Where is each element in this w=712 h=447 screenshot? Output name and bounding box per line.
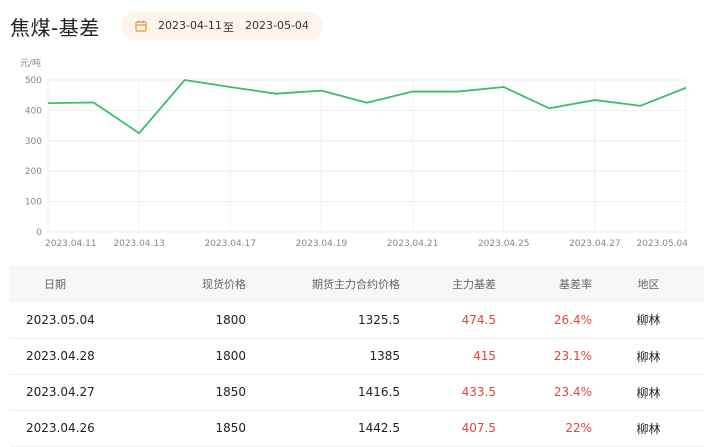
cell-futures-price: 1416.5 <box>358 385 400 399</box>
col-basis-rate: 基差率 <box>559 278 592 291</box>
cell-futures-price: 1385 <box>369 349 400 363</box>
cell-region: 柳林 <box>636 349 661 364</box>
cell-futures-price: 1325.5 <box>358 312 400 327</box>
col-region: 地区 <box>637 278 660 291</box>
cell-spot-price: 1800 <box>215 312 246 327</box>
y-tick-label: 0 <box>36 228 42 238</box>
cell-basis: 407.5 <box>461 421 496 435</box>
cell-basis-rate: 22% <box>565 421 592 435</box>
table-row: 2023.04.27 1850 1416.5 433.5 23.4% 柳林 <box>10 374 704 410</box>
cell-date: 2023.04.26 <box>26 421 95 435</box>
cell-date: 2023.04.27 <box>26 385 95 399</box>
cell-futures-price: 1442.5 <box>358 421 400 435</box>
x-tick-label: 2023.04.13 <box>113 239 165 249</box>
cell-region: 柳林 <box>636 385 661 400</box>
table-row: 2023.05.04 1800 1325.5 474.5 26.4% 柳林 <box>10 302 704 338</box>
x-tick-label: 2023.04.25 <box>478 239 530 249</box>
calendar-icon <box>135 20 147 32</box>
cell-spot-price: 1850 <box>215 421 246 435</box>
cell-region: 柳林 <box>636 313 661 328</box>
cell-spot-price: 1850 <box>215 385 246 399</box>
date-range-picker[interactable]: 2023-04-11 至 2023-05-04 <box>121 12 323 40</box>
x-tick-label: 2023.04.17 <box>205 239 257 249</box>
cell-date: 2023.04.28 <box>26 349 95 363</box>
cell-date: 2023.05.04 <box>26 312 95 327</box>
col-futures-price: 期货主力合约价格 <box>312 278 400 291</box>
y-tick-label: 200 <box>25 167 42 177</box>
cell-basis-rate: 26.4% <box>553 312 592 327</box>
x-tick-label: 2023.04.27 <box>569 239 621 249</box>
cell-basis-rate: 23.4% <box>553 385 592 399</box>
basis-table: 日期 现货价格 期货主力合约价格 主力基差 基差率 地区 2023.05.04 … <box>10 266 704 447</box>
col-basis: 主力基差 <box>452 278 496 291</box>
x-tick-label: 2023.04.21 <box>387 239 439 249</box>
date-separator: 至 <box>223 21 234 34</box>
cell-basis: 474.5 <box>461 312 496 327</box>
y-tick-label: 100 <box>25 198 42 208</box>
x-tick-label: 2023.05.04 <box>636 239 688 249</box>
cell-basis: 415 <box>473 349 496 363</box>
col-date: 日期 <box>44 278 66 291</box>
end-date[interactable]: 2023-05-04 <box>245 19 309 32</box>
basis-line-chart: 元/吨 0 100 200 300 400 500 2023.04.11 2023.04.13 2… <box>20 57 688 249</box>
y-tick-label: 300 <box>25 137 42 147</box>
x-tick-label: 2023.04.19 <box>296 239 348 249</box>
y-tick-label: 400 <box>25 106 42 116</box>
page-title: 焦煤-基差 <box>10 16 100 40</box>
cell-basis: 433.5 <box>461 385 496 399</box>
basis-series-line <box>47 79 687 135</box>
y-axis-unit-label: 元/吨 <box>20 57 41 69</box>
cell-spot-price: 1800 <box>215 349 246 363</box>
cell-region: 柳林 <box>636 421 661 436</box>
y-tick-label: 500 <box>25 76 42 86</box>
start-date[interactable]: 2023-04-11 <box>158 19 222 32</box>
x-tick-label: 2023.04.11 <box>45 239 97 249</box>
col-spot-price: 现货价格 <box>202 278 246 291</box>
cell-basis-rate: 23.1% <box>553 349 592 363</box>
table-header-row: 日期 现货价格 期货主力合约价格 主力基差 基差率 地区 <box>10 266 704 302</box>
table-row: 2023.04.28 1800 1385 415 23.1% 柳林 <box>10 338 704 374</box>
table-row: 2023.04.26 1850 1442.5 407.5 22% 柳林 <box>10 410 704 446</box>
